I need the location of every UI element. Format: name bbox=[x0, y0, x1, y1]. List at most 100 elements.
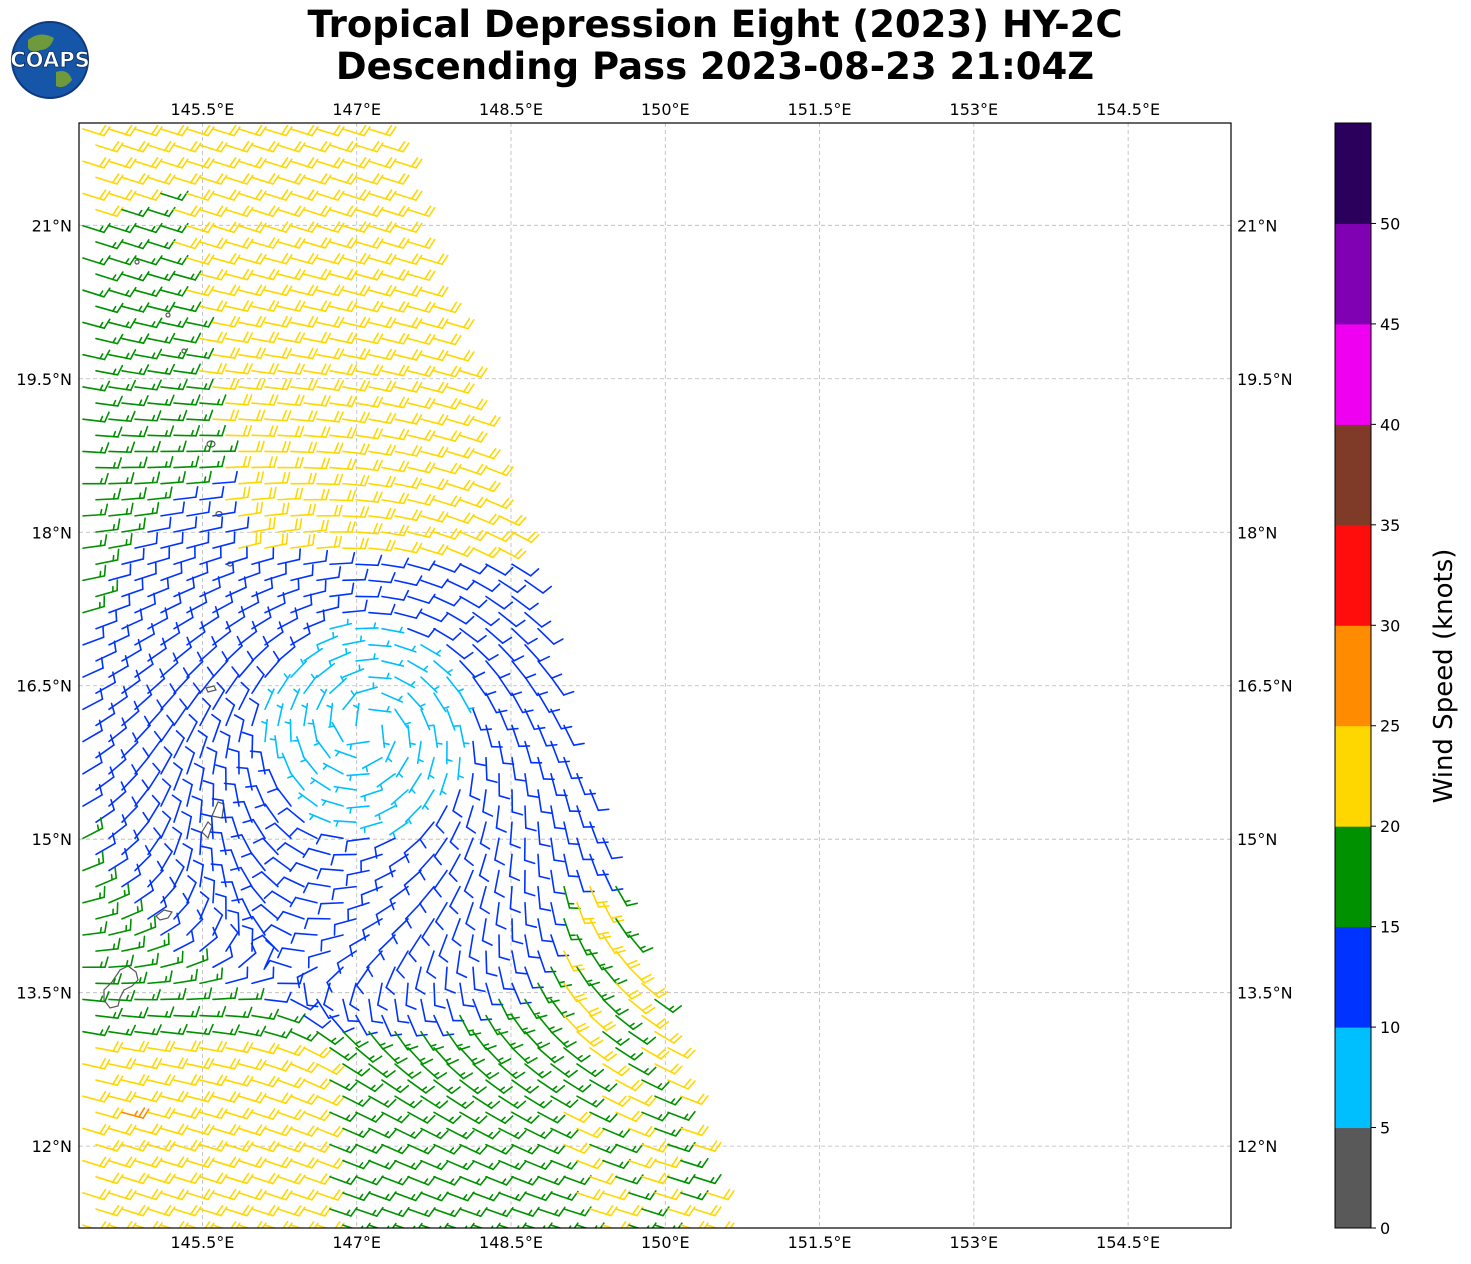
wind-barb bbox=[550, 869, 566, 895]
wind-barb bbox=[485, 1143, 514, 1155]
wind-barb bbox=[212, 1057, 241, 1070]
wind-barb bbox=[459, 595, 488, 609]
wind-barb bbox=[160, 348, 189, 360]
wind-barb bbox=[199, 331, 228, 344]
plot-frame bbox=[78, 122, 1232, 1229]
wind-barb bbox=[108, 847, 129, 872]
colorbar-segment bbox=[1335, 424, 1371, 526]
wind-barb bbox=[494, 869, 505, 898]
wind-barb bbox=[251, 665, 265, 695]
wind-barb bbox=[95, 173, 124, 185]
wind-barb bbox=[433, 724, 443, 748]
wind-barb bbox=[641, 1172, 670, 1185]
wind-barb bbox=[342, 411, 371, 424]
wind-barb bbox=[225, 1074, 254, 1087]
wind-barb bbox=[355, 622, 379, 630]
wind-barb bbox=[550, 805, 567, 830]
wind-barb bbox=[160, 810, 172, 840]
wind-barb bbox=[254, 803, 279, 823]
wind-barb bbox=[385, 740, 396, 763]
wind-barb bbox=[108, 157, 137, 169]
wind-barb bbox=[381, 589, 410, 601]
wind-barb bbox=[433, 1079, 461, 1095]
wind-barb bbox=[511, 789, 524, 816]
wind-barb bbox=[457, 756, 464, 781]
wind-barb bbox=[342, 474, 370, 487]
wind-barb bbox=[186, 1220, 215, 1228]
wind-barb bbox=[212, 253, 241, 265]
wind-barb bbox=[147, 332, 176, 344]
wind-barb bbox=[225, 546, 248, 566]
wind-barb bbox=[121, 271, 150, 282]
wind-barb bbox=[472, 513, 501, 526]
wind-barb bbox=[173, 762, 183, 791]
wind-barb bbox=[277, 300, 306, 312]
wind-barb bbox=[303, 237, 332, 249]
wind-barb bbox=[263, 890, 292, 904]
lon-tick-label: 147°E bbox=[332, 1233, 381, 1252]
wind-barb bbox=[433, 1111, 462, 1124]
wind-barb bbox=[693, 1173, 722, 1185]
wind-barb bbox=[316, 1094, 345, 1106]
wind-barb bbox=[186, 378, 214, 391]
wind-barb bbox=[316, 660, 336, 678]
wind-barb bbox=[303, 1078, 332, 1090]
wind-barb bbox=[316, 1189, 345, 1201]
wind-barb bbox=[316, 998, 340, 1019]
wind-barb bbox=[160, 714, 175, 743]
wind-barb bbox=[511, 692, 534, 714]
wind-barb bbox=[251, 1075, 280, 1088]
wind-barb bbox=[264, 378, 292, 391]
wind-barb bbox=[199, 424, 226, 437]
wind-barb bbox=[524, 966, 544, 989]
wind-barb bbox=[459, 627, 487, 643]
wind-barb bbox=[381, 1143, 410, 1155]
wind-barb bbox=[225, 576, 247, 598]
wind-barb bbox=[147, 762, 161, 791]
wind-barb bbox=[95, 1041, 124, 1053]
wind-barb bbox=[147, 699, 164, 727]
wind-barb bbox=[95, 140, 124, 153]
wind-barb bbox=[563, 821, 581, 846]
wind-barb bbox=[290, 1093, 319, 1105]
wind-barb bbox=[95, 364, 124, 376]
wind-barb bbox=[472, 644, 499, 661]
wind-barb bbox=[238, 1091, 267, 1104]
wind-barb bbox=[173, 968, 198, 985]
lat-tick-label: 19.5°N bbox=[1237, 370, 1293, 389]
wind-barb bbox=[134, 915, 157, 936]
wind-barb bbox=[303, 1014, 332, 1029]
wind-barb bbox=[199, 926, 218, 952]
wind-barb bbox=[186, 948, 209, 969]
wind-barb bbox=[303, 609, 326, 630]
colorbar-segment bbox=[1335, 1027, 1371, 1129]
wind-barb bbox=[134, 410, 162, 422]
wind-barb bbox=[212, 1123, 241, 1136]
wind-barb bbox=[472, 447, 501, 460]
wind-barb bbox=[82, 349, 111, 361]
wind-barb bbox=[602, 869, 624, 892]
wind-barb bbox=[368, 412, 397, 424]
wind-barb bbox=[160, 317, 189, 328]
wind-barb bbox=[303, 268, 332, 281]
wind-barb bbox=[329, 173, 358, 185]
wind-barb bbox=[199, 485, 225, 501]
wind-barb bbox=[485, 1079, 513, 1094]
wind-barb bbox=[589, 1173, 618, 1185]
wind-barb bbox=[524, 676, 549, 697]
wind-barb bbox=[82, 688, 104, 711]
wind-barb bbox=[329, 675, 347, 695]
wind-barb bbox=[509, 885, 521, 914]
wind-barb bbox=[277, 456, 304, 469]
wind-barb bbox=[212, 681, 226, 711]
wind-barb bbox=[121, 935, 146, 952]
wind-barb bbox=[108, 954, 134, 969]
wind-barb bbox=[231, 898, 253, 920]
wind-barb bbox=[173, 576, 195, 598]
wind-barb bbox=[628, 934, 654, 953]
wind-barb bbox=[212, 157, 241, 169]
colorbar-frame bbox=[1334, 122, 1372, 1229]
wind-barb bbox=[199, 546, 222, 566]
wind-barb bbox=[315, 833, 344, 845]
wind-barb bbox=[394, 477, 423, 489]
